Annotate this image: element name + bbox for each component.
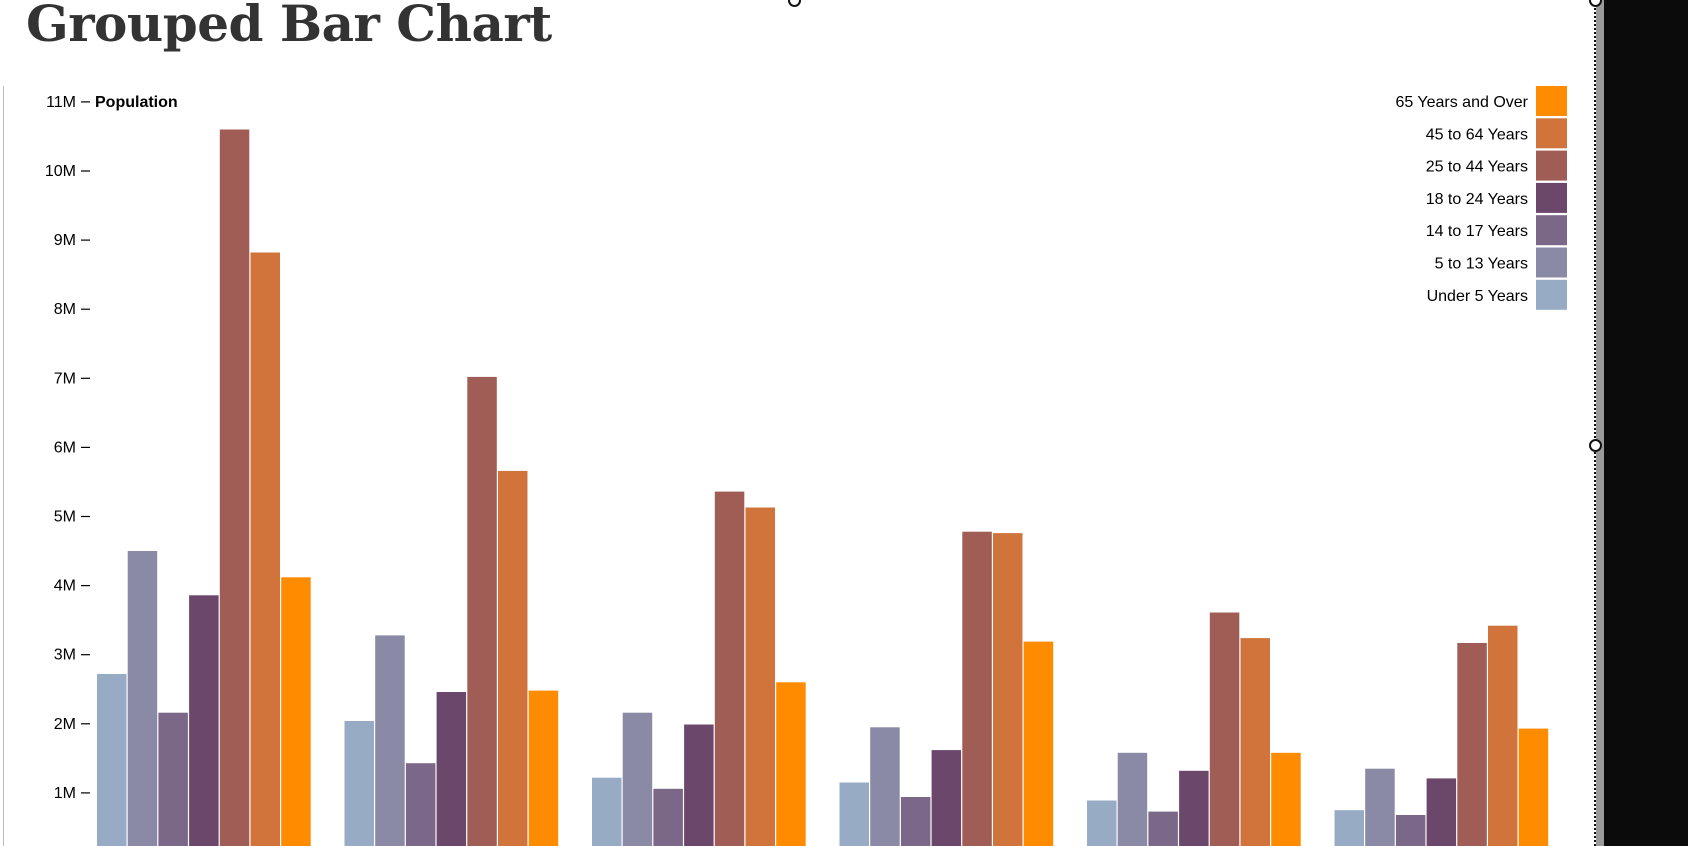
bar[interactable]: [1117, 752, 1148, 846]
resize-handle-right[interactable]: [1589, 439, 1602, 452]
legend-swatch: [1536, 118, 1567, 149]
grouped-bar-chart: 1M 2M 3M 4M 5M 6M 7M 8M 9M 10M 11M Population 65 Ye…: [45, 86, 1567, 846]
bar[interactable]: [1240, 638, 1271, 846]
bar[interactable]: [1087, 800, 1117, 846]
bar[interactable]: [592, 777, 622, 846]
legend-swatch: [1536, 150, 1567, 181]
y-tick-label: 10M: [45, 163, 76, 180]
bar-group: [592, 491, 806, 846]
bar[interactable]: [219, 129, 250, 846]
bar-groups: [97, 129, 1549, 846]
legend-label: 14 to 17 Years: [1426, 223, 1528, 240]
bar[interactable]: [1179, 770, 1209, 846]
y-axis-title: Population: [95, 94, 178, 111]
bar[interactable]: [528, 690, 559, 846]
bar[interactable]: [993, 533, 1023, 846]
legend-label: Under 5 Years: [1427, 288, 1528, 305]
y-tick-label: 6M: [54, 439, 76, 456]
y-tick-label: 8M: [54, 301, 76, 318]
y-tick-label: 1M: [54, 785, 76, 802]
legend-swatch: [1536, 279, 1567, 310]
y-tick-label: 11M: [46, 94, 76, 111]
bar[interactable]: [1023, 641, 1054, 846]
bar-group: [97, 129, 311, 846]
bar[interactable]: [498, 470, 528, 846]
legend-label: 5 to 13 Years: [1435, 256, 1528, 273]
bar[interactable]: [375, 635, 405, 846]
bar[interactable]: [776, 682, 806, 846]
resize-handle-top-right[interactable]: [1589, 0, 1602, 7]
y-tick-label: 7M: [54, 370, 76, 387]
bar[interactable]: [127, 551, 158, 846]
bar[interactable]: [745, 507, 776, 846]
bar-group: [1087, 612, 1301, 846]
bar[interactable]: [1518, 728, 1549, 846]
bar[interactable]: [405, 763, 436, 846]
window-scrollbar[interactable]: [1596, 0, 1604, 846]
y-axis: 1M 2M 3M 4M 5M 6M 7M 8M 9M 10M 11M Population: [45, 94, 178, 802]
bar[interactable]: [900, 797, 931, 846]
bar[interactable]: [250, 252, 281, 846]
bar[interactable]: [436, 692, 467, 846]
legend-swatch: [1536, 215, 1567, 246]
bar[interactable]: [839, 782, 870, 846]
legend-item: 18 to 24 Years: [1426, 182, 1567, 213]
bar[interactable]: [1365, 768, 1395, 846]
legend-item: 5 to 13 Years: [1435, 247, 1567, 278]
bar[interactable]: [1488, 625, 1518, 846]
bar[interactable]: [870, 727, 900, 846]
bar[interactable]: [1148, 811, 1178, 846]
y-tick-label: 4M: [54, 578, 76, 595]
bar[interactable]: [1334, 810, 1365, 846]
page-title: Grouped Bar Chart: [26, 0, 552, 53]
bar[interactable]: [281, 577, 311, 846]
resize-handle-top[interactable]: [788, 0, 801, 7]
legend-swatch: [1536, 86, 1567, 116]
bar[interactable]: [714, 491, 745, 846]
y-tick-label: 5M: [54, 509, 76, 526]
legend-swatch: [1536, 182, 1567, 213]
bar[interactable]: [962, 531, 992, 846]
legend-item: Under 5 Years: [1427, 279, 1567, 310]
bar-group: [344, 376, 559, 846]
bar[interactable]: [1395, 815, 1426, 846]
y-tick-label: 2M: [54, 716, 76, 733]
bar[interactable]: [653, 788, 683, 846]
bar[interactable]: [1426, 778, 1457, 846]
bar[interactable]: [467, 376, 497, 846]
bar[interactable]: [1209, 612, 1240, 846]
legend-label: 25 to 44 Years: [1426, 159, 1528, 176]
bar[interactable]: [1271, 752, 1301, 846]
bar[interactable]: [189, 595, 219, 846]
bar[interactable]: [622, 712, 653, 846]
bar-group: [839, 531, 1054, 846]
legend-item: 14 to 17 Years: [1426, 215, 1567, 246]
bar[interactable]: [684, 724, 714, 846]
bar[interactable]: [97, 674, 127, 846]
bar[interactable]: [158, 712, 188, 846]
legend-label: 45 to 64 Years: [1426, 126, 1528, 143]
legend-label: 65 Years and Over: [1395, 94, 1528, 111]
bar-group: [1334, 625, 1549, 846]
y-tick-label: 9M: [54, 232, 76, 249]
legend-swatch: [1536, 247, 1567, 278]
selection-frame-edge: [1594, 0, 1596, 846]
legend-item: 65 Years and Over: [1395, 86, 1567, 116]
left-border-rule: [3, 86, 4, 846]
bar[interactable]: [931, 750, 962, 846]
legend-item: 45 to 64 Years: [1426, 118, 1567, 149]
y-tick-label: 3M: [54, 647, 76, 664]
dark-side-panel: [1604, 0, 1688, 846]
bar[interactable]: [344, 721, 375, 846]
bar[interactable]: [1457, 643, 1487, 846]
legend-label: 18 to 24 Years: [1426, 191, 1528, 208]
legend: 65 Years and Over 45 to 64 Years 25 to 44 …: [1395, 86, 1567, 310]
legend-item: 25 to 44 Years: [1426, 150, 1567, 181]
